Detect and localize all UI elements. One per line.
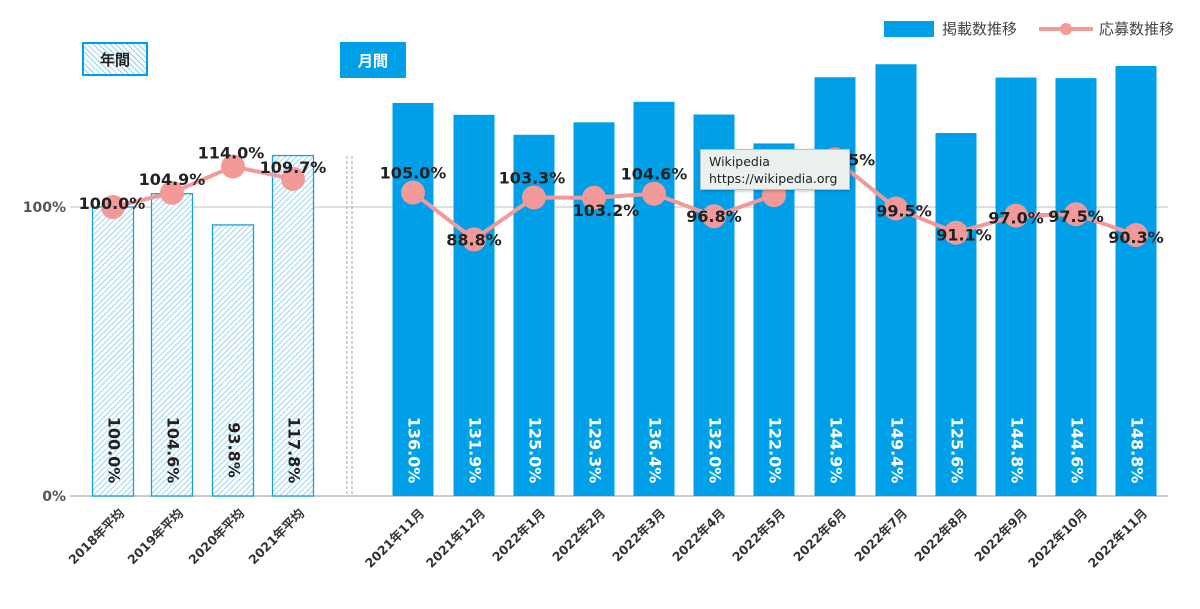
- line-value-label: 103.3%: [499, 168, 566, 187]
- x-tick-label: 2022年1月: [489, 506, 548, 565]
- x-tick-label: 2021年平均: [245, 506, 307, 568]
- line-value-label: 114.0%: [198, 144, 265, 163]
- line-value-label: 104.6%: [621, 165, 688, 184]
- bar-value-label: 144.9%: [827, 417, 846, 484]
- line-value-label: 90.3%: [1108, 228, 1164, 247]
- bar: [814, 77, 856, 496]
- bar-value-label: 100.0%: [105, 417, 124, 484]
- bar-value-label: 125.6%: [948, 417, 967, 484]
- bar: [995, 77, 1037, 496]
- line-value-label: 100.0%: [79, 194, 146, 213]
- bar-value-label: 144.8%: [1008, 417, 1027, 484]
- bar-value-label: 122.0%: [766, 417, 785, 484]
- yearly-tag: 年間: [82, 42, 148, 76]
- bar-value-label: 136.4%: [646, 417, 665, 484]
- legend-line-swatch: [1039, 21, 1094, 37]
- line-value-label: 5%: [848, 150, 875, 169]
- line-point: [221, 154, 245, 179]
- line-point: [160, 180, 184, 205]
- x-tick-label: 2022年8月: [911, 506, 970, 565]
- x-tick-label: 2021年11月: [362, 506, 427, 571]
- x-tick-label: 2021年12月: [423, 506, 488, 571]
- legend-bar-swatch: [884, 20, 934, 37]
- bar: [573, 122, 615, 496]
- line-value-label: 91.1%: [936, 226, 992, 245]
- line-point: [401, 180, 425, 205]
- bar: [453, 114, 495, 497]
- line-point: [281, 166, 305, 191]
- line-value-label: 99.5%: [876, 201, 932, 220]
- bar-value-label: 129.3%: [586, 417, 605, 484]
- bar-value-label: 136.0%: [405, 417, 424, 484]
- line-point: [944, 220, 968, 245]
- line-point: [462, 227, 486, 252]
- bar: [633, 101, 675, 496]
- line-point: [582, 185, 606, 210]
- bar: [935, 133, 977, 497]
- line-value-label: 103.2%: [573, 201, 640, 220]
- bar-value-label: 132.0%: [706, 417, 725, 484]
- bar-value-label: 117.8%: [285, 417, 304, 484]
- x-tick-label: 2022年5月: [729, 506, 788, 565]
- x-tick-label: 2022年3月: [609, 506, 668, 565]
- bar: [875, 64, 917, 496]
- bar-value-label: 104.6%: [164, 417, 183, 484]
- line-value-label: 96.8%: [686, 207, 742, 226]
- line-value-label: 104.9%: [139, 170, 206, 189]
- bar-value-label: 125.0%: [526, 417, 545, 484]
- bar-value-label: 131.9%: [466, 417, 485, 484]
- legend-bar-label: 掲載数推移: [942, 20, 1018, 38]
- bar: [91, 206, 135, 497]
- x-tick-label: 2022年9月: [971, 506, 1030, 565]
- bar: [211, 224, 255, 497]
- line-value-label: 97.0%: [988, 209, 1044, 228]
- link-tooltip: Wikipedia https://wikipedia.org: [700, 149, 850, 190]
- line-point: [522, 185, 546, 210]
- x-tick-label: 2022年6月: [790, 506, 849, 565]
- x-tick-label: 2020年平均: [185, 506, 247, 568]
- tooltip-url: https://wikipedia.org: [709, 171, 838, 186]
- bar-value-label: 149.4%: [888, 417, 907, 484]
- line-point: [642, 181, 666, 206]
- bar-value-label: 93.8%: [225, 422, 244, 478]
- x-tick-label: 2022年7月: [851, 506, 910, 565]
- bar: [150, 193, 194, 497]
- bar: [1115, 65, 1157, 496]
- line-point: [101, 195, 125, 219]
- line-value-label: 109.7%: [260, 158, 327, 177]
- x-tick-label: 2018年平均: [65, 506, 127, 568]
- line-point: [1004, 203, 1028, 228]
- legend-item-bar[interactable]: 掲載数推移: [884, 18, 1017, 39]
- x-tick-label: 2022年2月: [549, 506, 608, 565]
- x-tick-label: 2019年平均: [124, 506, 186, 568]
- bar: [392, 102, 434, 497]
- line-value-label: 97.5%: [1048, 207, 1104, 226]
- line-point: [702, 204, 726, 229]
- x-tick-label: 2022年10月: [1025, 506, 1090, 571]
- legend-item-line[interactable]: 応募数推移: [1039, 18, 1174, 39]
- bar-value-label: 148.8%: [1128, 417, 1147, 484]
- x-tick-label: 2022年4月: [669, 506, 728, 565]
- y-tick-label: 100%: [23, 200, 66, 216]
- x-tick-label: 2022年11月: [1085, 506, 1150, 571]
- legend: 掲載数推移 応募数推移: [884, 18, 1196, 39]
- bar: [1055, 78, 1097, 496]
- bar: [271, 154, 315, 497]
- tooltip-title: Wikipedia: [709, 154, 770, 169]
- bar-value-label: 144.6%: [1068, 417, 1087, 484]
- line-point: [884, 196, 908, 221]
- line-point: [1124, 223, 1148, 248]
- y-tick-label: 0%: [42, 489, 66, 505]
- monthly-tag: 月間: [340, 42, 406, 78]
- line-point: [1064, 202, 1088, 227]
- legend-line-label: 応募数推移: [1099, 20, 1175, 38]
- line-value-label: 88.8%: [446, 230, 502, 249]
- line-series-path: [112, 164, 294, 209]
- line-value-label: 105.0%: [380, 164, 447, 183]
